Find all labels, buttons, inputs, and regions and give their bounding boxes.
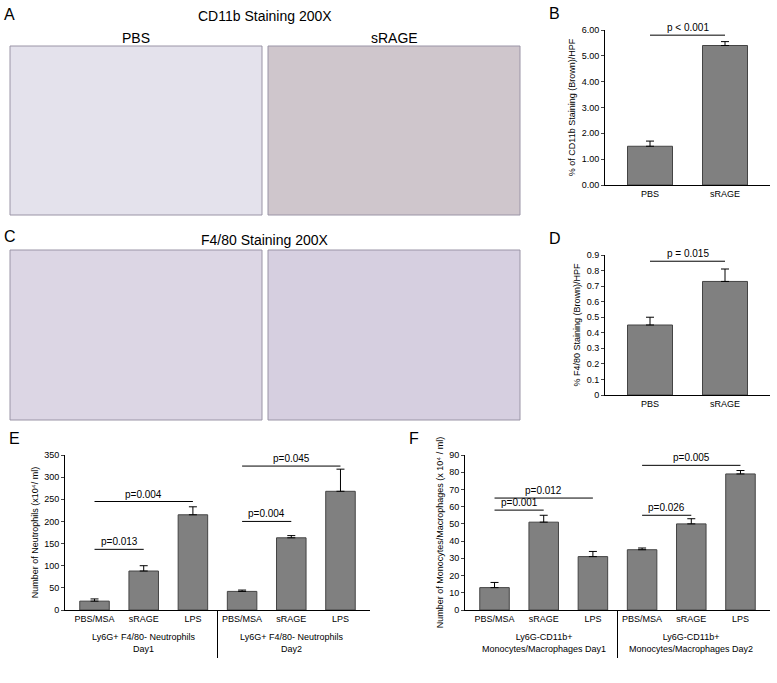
svg-text:30: 30 — [449, 553, 459, 563]
svg-text:60: 60 — [449, 502, 459, 512]
svg-text:0: 0 — [454, 605, 459, 615]
svg-text:0: 0 — [54, 605, 59, 615]
svg-text:350: 350 — [44, 450, 59, 460]
svg-text:0.2: 0.2 — [587, 359, 600, 369]
svg-text:250: 250 — [44, 494, 59, 504]
svg-text:Ly6G+ F4/80- NeutrophilsDay2: Ly6G+ F4/80- NeutrophilsDay2 — [240, 632, 343, 654]
svg-text:p=0.004: p=0.004 — [248, 508, 285, 519]
svg-text:50: 50 — [49, 583, 59, 593]
svg-text:p=0.005: p=0.005 — [673, 452, 710, 463]
svg-text:p < 0.001: p < 0.001 — [667, 22, 709, 33]
svg-text:A: A — [4, 6, 15, 23]
svg-text:p=0.004: p=0.004 — [125, 489, 162, 500]
svg-text:0.3: 0.3 — [587, 343, 600, 353]
svg-text:F4/80 Staining 200X: F4/80 Staining 200X — [201, 232, 329, 248]
svg-text:20: 20 — [449, 571, 459, 581]
svg-text:LPS: LPS — [184, 614, 201, 624]
svg-text:5.00: 5.00 — [582, 51, 600, 61]
svg-text:0.8: 0.8 — [587, 266, 600, 276]
svg-text:sRAGE: sRAGE — [710, 399, 740, 409]
svg-text:sRAGE: sRAGE — [529, 614, 559, 624]
svg-text:C: C — [4, 228, 16, 245]
svg-text:300: 300 — [44, 472, 59, 482]
svg-text:PBS: PBS — [641, 399, 659, 409]
svg-text:3.00: 3.00 — [582, 103, 600, 113]
svg-text:150: 150 — [44, 539, 59, 549]
svg-text:90: 90 — [449, 450, 459, 460]
svg-text:0.9: 0.9 — [587, 250, 600, 260]
svg-text:Ly6G-CD11b+Monocytes/Macrophag: Ly6G-CD11b+Monocytes/Macrophages Day2 — [629, 632, 753, 654]
svg-text:Number of Monocytes/Macrophage: Number of Monocytes/Macrophages (x 10⁴ /… — [435, 437, 445, 628]
svg-text:10: 10 — [449, 588, 459, 598]
svg-text:sRAGE: sRAGE — [276, 614, 306, 624]
svg-text:0.4: 0.4 — [587, 328, 600, 338]
svg-text:D: D — [549, 230, 561, 247]
svg-text:sRAGE: sRAGE — [129, 614, 159, 624]
svg-text:p=0.001: p=0.001 — [501, 497, 538, 508]
svg-text:4.00: 4.00 — [582, 77, 600, 87]
svg-text:% F4/80 Staining (Brown)/HPF: % F4/80 Staining (Brown)/HPF — [572, 263, 582, 387]
svg-text:PBS/MSA: PBS/MSA — [622, 614, 662, 624]
svg-text:sRAGE: sRAGE — [371, 30, 418, 46]
svg-text:0.7: 0.7 — [587, 281, 600, 291]
svg-text:% of CD11b Staining (Brown)/HP: % of CD11b Staining (Brown)/HPF — [567, 38, 577, 176]
svg-text:6.00: 6.00 — [582, 25, 600, 35]
svg-text:LPS: LPS — [584, 614, 601, 624]
svg-text:PBS/MSA: PBS/MSA — [222, 614, 262, 624]
svg-text:p = 0.015: p = 0.015 — [667, 248, 709, 259]
svg-text:B: B — [549, 5, 560, 22]
svg-text:0: 0 — [594, 390, 599, 400]
svg-text:PBS: PBS — [122, 30, 150, 46]
svg-text:E: E — [9, 430, 20, 447]
svg-text:p=0.013: p=0.013 — [101, 536, 138, 547]
svg-text:50: 50 — [449, 519, 459, 529]
svg-text:sRAGE: sRAGE — [710, 189, 740, 199]
svg-text:LPS: LPS — [332, 614, 349, 624]
svg-text:PBS/MSA: PBS/MSA — [75, 614, 115, 624]
svg-text:p=0.026: p=0.026 — [648, 502, 685, 513]
svg-text:PBS: PBS — [641, 189, 659, 199]
svg-text:p=0.012: p=0.012 — [525, 485, 562, 496]
svg-text:Ly6G-CD11b+Monocytes/Macrophag: Ly6G-CD11b+Monocytes/Macrophages Day1 — [482, 632, 606, 654]
svg-text:p=0.045: p=0.045 — [273, 453, 310, 464]
svg-text:0.1: 0.1 — [587, 375, 600, 385]
svg-text:CD11b Staining 200X: CD11b Staining 200X — [198, 8, 332, 24]
svg-text:sRAGE: sRAGE — [676, 614, 706, 624]
svg-text:1.00: 1.00 — [582, 154, 600, 164]
svg-text:Number of Neutrophils (x10⁴/ m: Number of Neutrophils (x10⁴/ ml) — [30, 467, 40, 598]
svg-text:80: 80 — [449, 467, 459, 477]
svg-text:70: 70 — [449, 485, 459, 495]
svg-text:0.6: 0.6 — [587, 297, 600, 307]
svg-text:F: F — [409, 430, 419, 447]
svg-text:PBS/MSA: PBS/MSA — [475, 614, 515, 624]
svg-text:100: 100 — [44, 561, 59, 571]
svg-text:LPS: LPS — [732, 614, 749, 624]
svg-text:0.00: 0.00 — [582, 180, 600, 190]
svg-text:40: 40 — [449, 536, 459, 546]
svg-text:200: 200 — [44, 517, 59, 527]
svg-text:Ly6G+ F4/80- NeutrophilsDay1: Ly6G+ F4/80- NeutrophilsDay1 — [92, 632, 195, 654]
svg-text:2.00: 2.00 — [582, 128, 600, 138]
svg-text:0.5: 0.5 — [587, 312, 600, 322]
